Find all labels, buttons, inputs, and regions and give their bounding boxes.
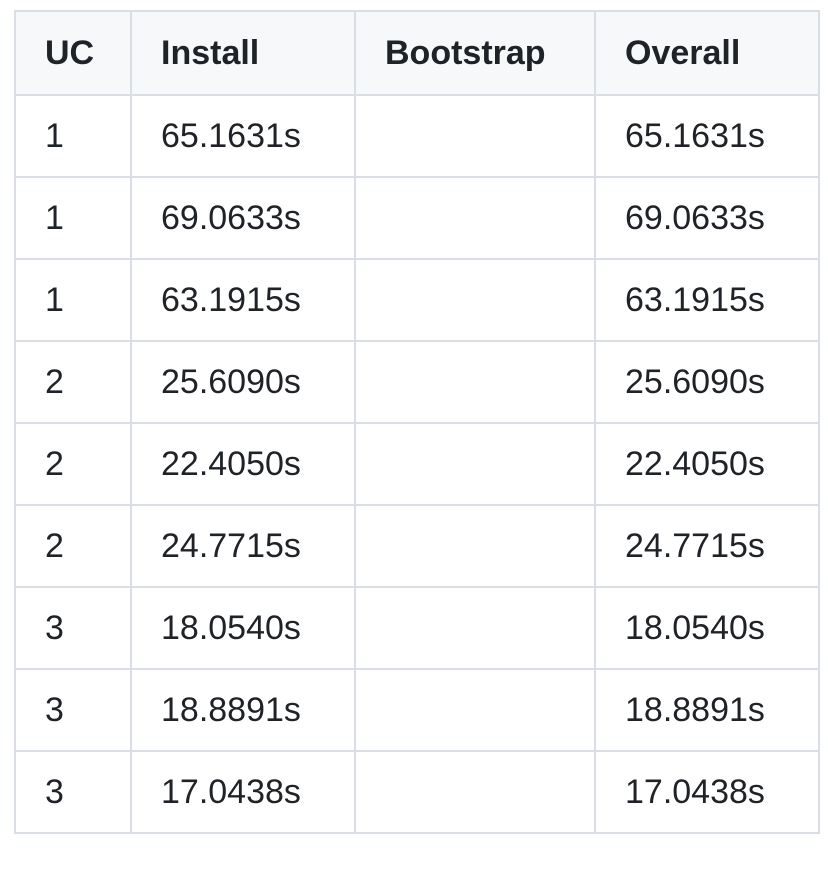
cell-uc: 1 (14, 176, 132, 260)
cell-bootstrap (354, 750, 596, 834)
cell-uc: 3 (14, 750, 132, 834)
table-row: 1 65.1631s 65.1631s (14, 94, 820, 178)
table-row: 3 18.0540s 18.0540s (14, 586, 820, 670)
table-row: 2 24.7715s 24.7715s (14, 504, 820, 588)
cell-install: 22.4050s (130, 422, 356, 506)
cell-bootstrap (354, 176, 596, 260)
cell-bootstrap (354, 340, 596, 424)
cell-uc: 1 (14, 258, 132, 342)
cell-overall: 22.4050s (594, 422, 820, 506)
cell-install: 18.8891s (130, 668, 356, 752)
cell-bootstrap (354, 258, 596, 342)
cell-overall: 17.0438s (594, 750, 820, 834)
cell-install: 24.7715s (130, 504, 356, 588)
cell-uc: 2 (14, 422, 132, 506)
cell-overall: 24.7715s (594, 504, 820, 588)
cell-overall: 63.1915s (594, 258, 820, 342)
cell-overall: 18.0540s (594, 586, 820, 670)
cell-uc: 2 (14, 504, 132, 588)
table-row: 2 25.6090s 25.6090s (14, 340, 820, 424)
cell-install: 17.0438s (130, 750, 356, 834)
timing-table-container: UC Install Bootstrap Overall 1 65.1631s 65… (14, 10, 820, 834)
cell-overall: 18.8891s (594, 668, 820, 752)
table-row: 2 22.4050s 22.4050s (14, 422, 820, 506)
cell-overall: 25.6090s (594, 340, 820, 424)
header-uc: UC (14, 10, 132, 96)
cell-bootstrap (354, 586, 596, 670)
cell-uc: 1 (14, 94, 132, 178)
header-overall: Overall (594, 10, 820, 96)
cell-install: 69.0633s (130, 176, 356, 260)
cell-bootstrap (354, 504, 596, 588)
cell-install: 63.1915s (130, 258, 356, 342)
table-row: 1 63.1915s 63.1915s (14, 258, 820, 342)
cell-bootstrap (354, 94, 596, 178)
cell-bootstrap (354, 422, 596, 506)
cell-overall: 69.0633s (594, 176, 820, 260)
cell-install: 25.6090s (130, 340, 356, 424)
header-install: Install (130, 10, 356, 96)
cell-bootstrap (354, 668, 596, 752)
cell-install: 65.1631s (130, 94, 356, 178)
cell-overall: 65.1631s (594, 94, 820, 178)
header-bootstrap: Bootstrap (354, 10, 596, 96)
table-row: 1 69.0633s 69.0633s (14, 176, 820, 260)
table-row: 3 18.8891s 18.8891s (14, 668, 820, 752)
timing-table: UC Install Bootstrap Overall 1 65.1631s 65… (14, 10, 820, 834)
cell-install: 18.0540s (130, 586, 356, 670)
table-header: UC Install Bootstrap Overall (14, 10, 820, 96)
header-row: UC Install Bootstrap Overall (14, 10, 820, 96)
cell-uc: 3 (14, 586, 132, 670)
table-row: 3 17.0438s 17.0438s (14, 750, 820, 834)
cell-uc: 3 (14, 668, 132, 752)
table-body: 1 65.1631s 65.1631s 1 69.0633s 69.0633s 1 63.19… (14, 94, 820, 834)
cell-uc: 2 (14, 340, 132, 424)
